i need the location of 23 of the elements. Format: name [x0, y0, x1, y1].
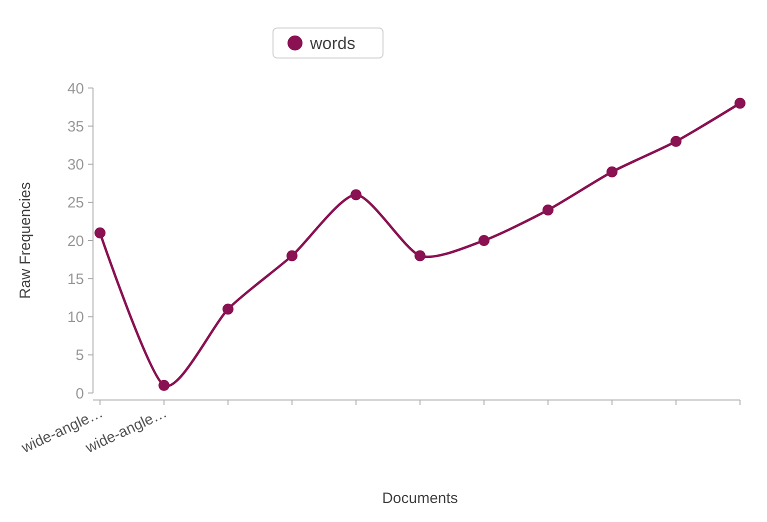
point — [414, 250, 426, 262]
y-tick-label: 15 — [67, 270, 84, 288]
y-tick-label: 25 — [67, 194, 84, 212]
point — [158, 380, 170, 391]
point — [606, 166, 618, 178]
point — [222, 304, 234, 315]
y-tick-label: 35 — [67, 118, 84, 136]
y-tick-label: 0 — [76, 385, 84, 402]
point — [542, 204, 554, 216]
point — [286, 250, 298, 262]
point — [478, 235, 490, 246]
legend-label: words — [309, 34, 356, 53]
y-tick-label: 10 — [67, 309, 84, 326]
y-tick-label: 30 — [67, 156, 84, 174]
y-tick-label: 40 — [67, 80, 84, 98]
y-axis-title: Raw Frequencies — [17, 182, 34, 299]
point — [734, 98, 746, 109]
point — [670, 136, 682, 147]
x-axis-title: Documents — [382, 490, 458, 507]
point — [94, 227, 106, 238]
y-tick-label: 20 — [67, 232, 84, 250]
y-tick-label: 5 — [76, 347, 84, 364]
point — [350, 189, 362, 200]
